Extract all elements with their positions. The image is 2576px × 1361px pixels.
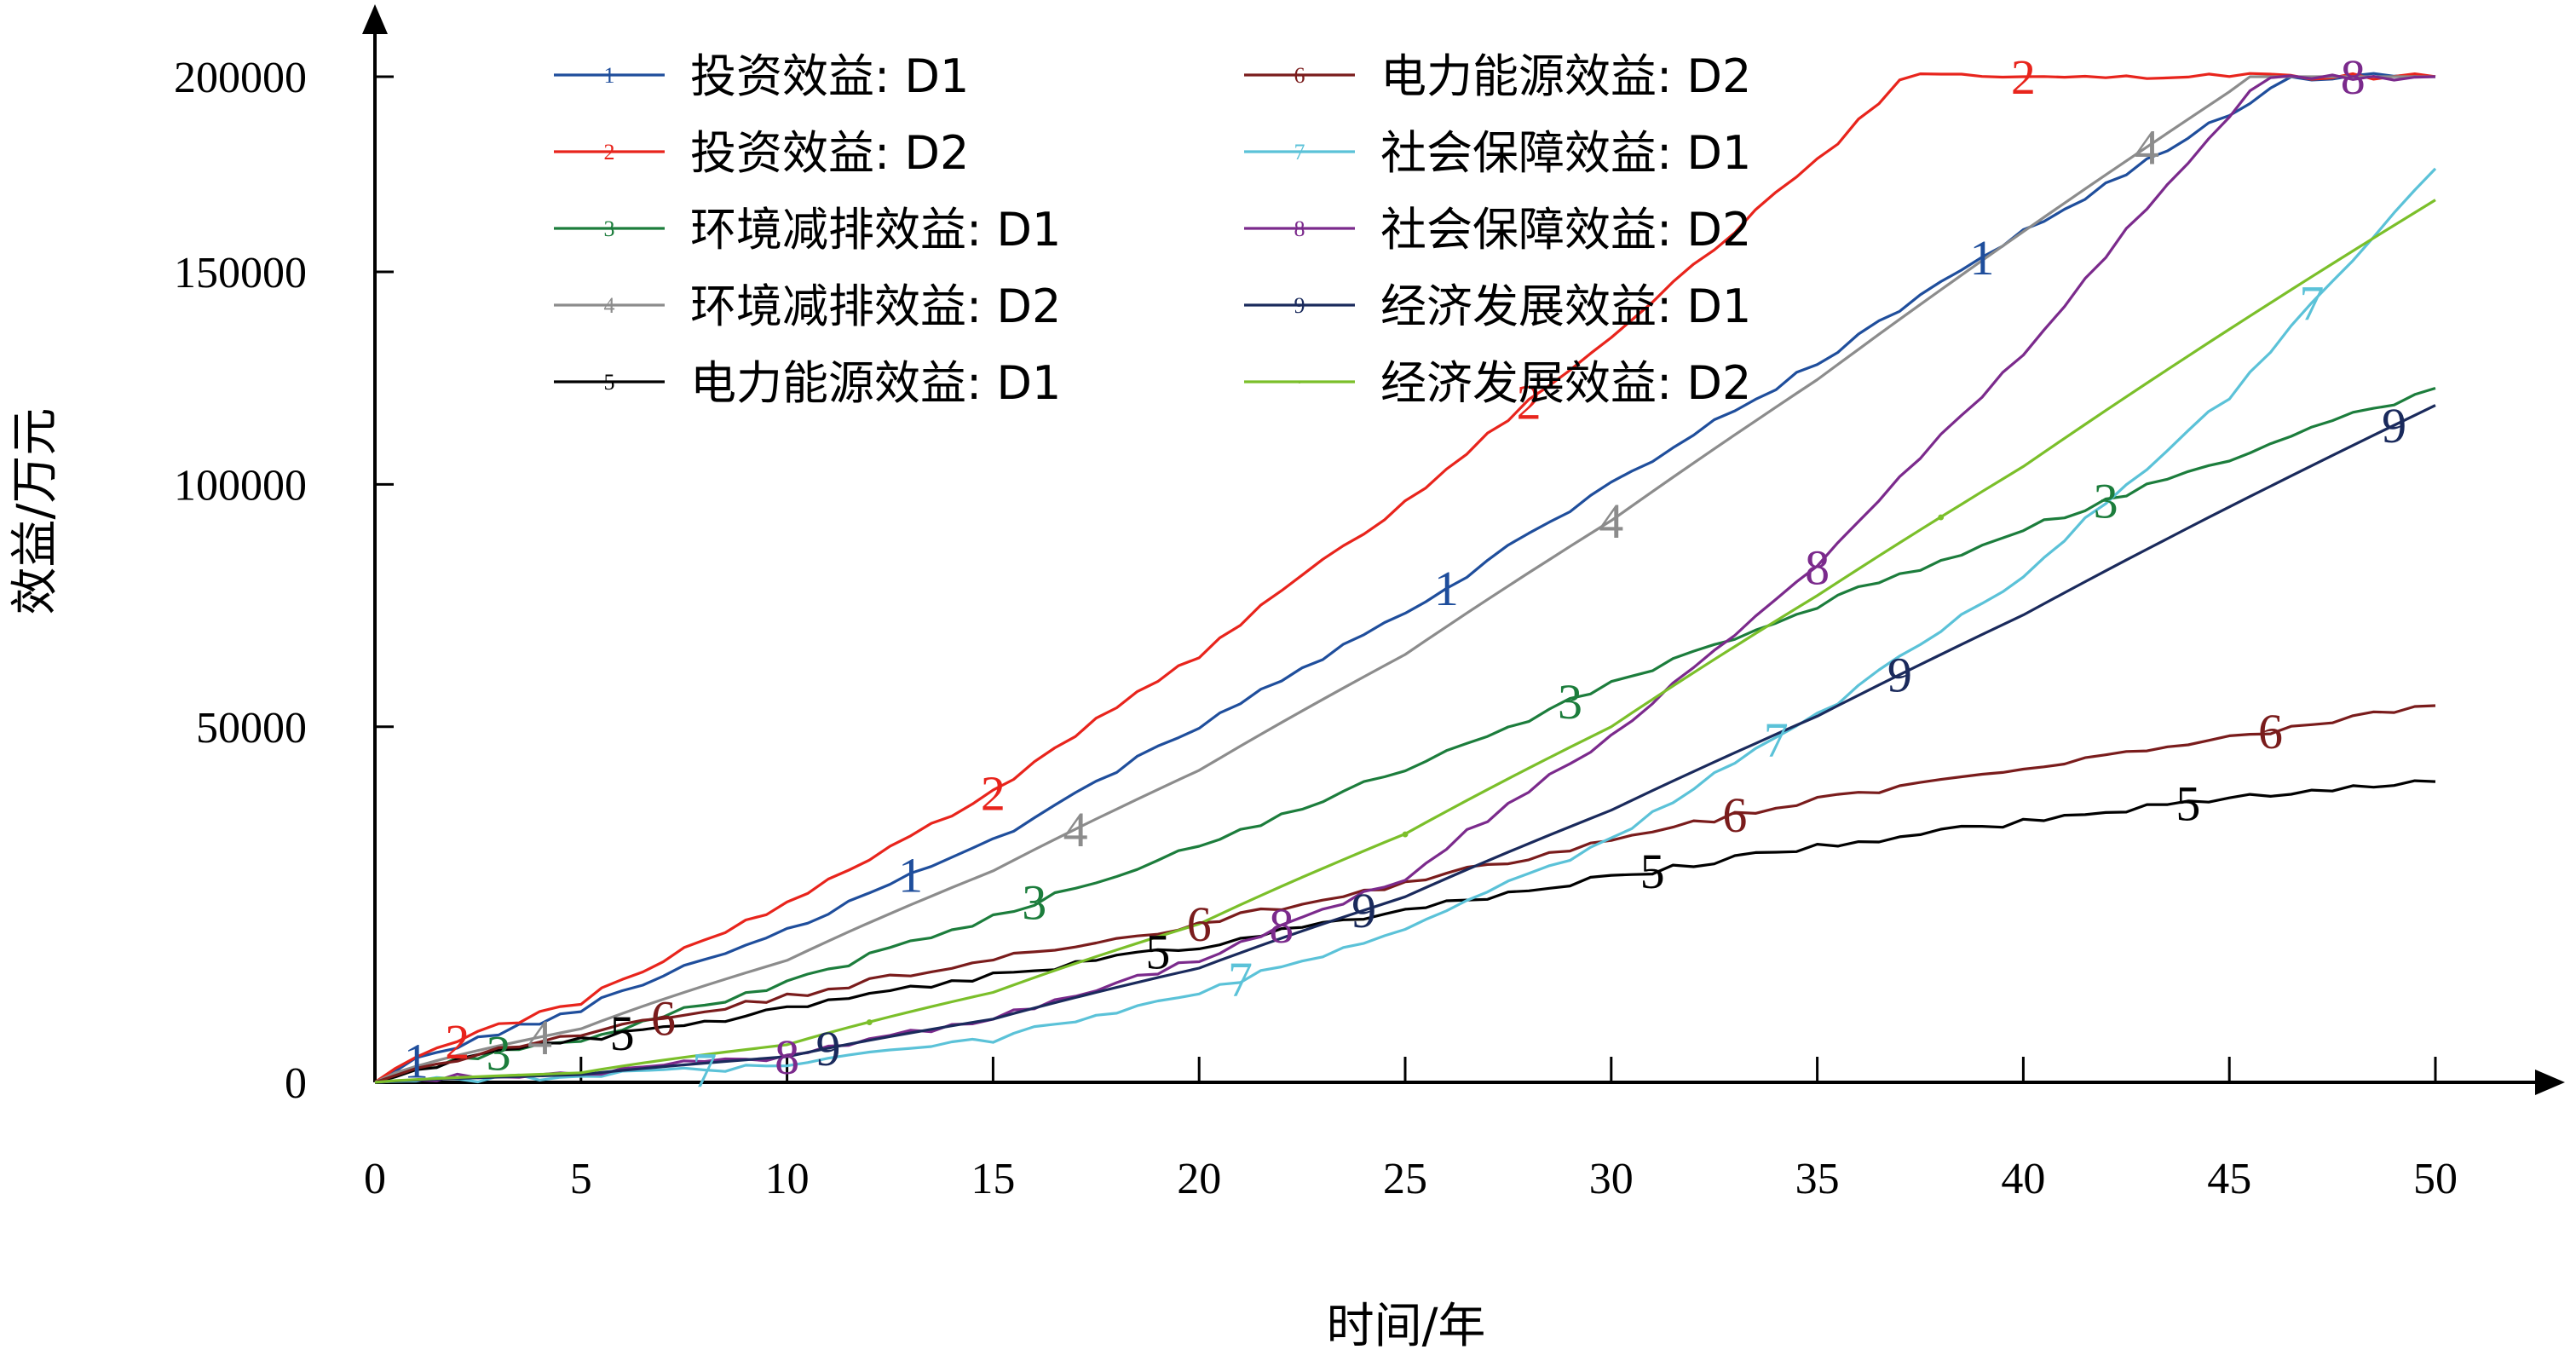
y-tick-label: 0 [285, 1059, 307, 1108]
series-marker-·: · [862, 995, 878, 1050]
x-axis-arrow [2535, 1070, 2565, 1095]
legend-label-9: 经济发展效益: D1 [1380, 280, 1751, 333]
y-tick-label: 50000 [196, 704, 307, 753]
axes: 0 5 10 15 20 25 30 35 40 45 5005000010000015000020… [174, 4, 2565, 1203]
series-marker-3: 3 [2094, 473, 2118, 528]
series-marker-9: 9 [1887, 648, 1912, 703]
x-tick-label: 45 [2207, 1155, 2251, 1203]
series-marker-5: 5 [1145, 924, 1170, 979]
series-marker-1: 1 [404, 1034, 429, 1089]
series-marker-2: 2 [2011, 49, 2036, 105]
legend-marker-·: · [1296, 370, 1304, 395]
series-line-9 [374, 404, 2436, 1084]
legend-marker-6: 6 [1294, 63, 1305, 88]
y-axis-arrow [362, 4, 388, 34]
series-marker-2: 2 [445, 1014, 470, 1070]
series-line-1 [374, 72, 2436, 1084]
series-marker-5: 5 [2175, 776, 2200, 832]
series-line-3 [374, 386, 2436, 1084]
series-marker-1: 1 [898, 847, 923, 903]
series-marker-1: 1 [1434, 561, 1459, 616]
x-tick-label: 30 [1589, 1155, 1634, 1203]
series-marker-6: 6 [1187, 897, 1212, 952]
series-marker-2: 2 [1517, 375, 1542, 430]
legend-label-·: 经济发展效益: D2 [1380, 356, 1751, 410]
legend-label-3: 环境减排效益: D1 [690, 203, 1061, 257]
series-marker-8: 8 [1805, 539, 1830, 595]
series-marker-7: 7 [1228, 952, 1253, 1007]
legend-marker-5: 5 [604, 370, 615, 395]
series-marker-1: 1 [1970, 230, 1995, 285]
legend-label-6: 电力能源效益: D2 [1380, 49, 1751, 103]
series-marker-2: 2 [981, 765, 1006, 821]
series-marker-·: · [1397, 807, 1413, 862]
series-marker-9: 9 [815, 1021, 840, 1076]
x-tick-label: 15 [971, 1155, 1015, 1203]
series-marker-9: 9 [2382, 398, 2406, 453]
y-tick-label: 150000 [174, 249, 307, 297]
legend-label-2: 投资效益: D2 [690, 126, 969, 180]
legend-marker-2: 2 [604, 140, 615, 164]
legend-label-5: 电力能源效益: D1 [690, 356, 1061, 410]
series-marker-5: 5 [610, 1006, 635, 1061]
x-tick-label: 10 [765, 1155, 810, 1203]
y-tick-label: 200000 [174, 54, 307, 102]
x-tick-label: 50 [2413, 1155, 2458, 1203]
series-marker-5: 5 [1640, 844, 1665, 899]
legend-marker-7: 7 [1294, 140, 1305, 164]
series-marker-7: 7 [1764, 712, 1789, 768]
series-marker-·: · [1933, 490, 1949, 545]
series-line-7 [374, 167, 2437, 1084]
series-marker-8: 8 [1269, 898, 1294, 954]
legend-label-8: 社会保障效益: D2 [1380, 203, 1751, 257]
x-tick-label: 25 [1383, 1155, 1427, 1203]
series-line-8 [374, 73, 2436, 1084]
legend-marker-1: 1 [604, 63, 615, 88]
series-marker-7: 7 [692, 1043, 717, 1099]
x-tick-label: 40 [2001, 1155, 2045, 1203]
series-marker-3: 3 [487, 1026, 511, 1081]
series-marker-7: 7 [2299, 275, 2324, 331]
legend-label-7: 社会保障效益: D1 [1380, 126, 1751, 180]
series-line-4 [374, 75, 2435, 1084]
series-marker-4: 4 [2135, 119, 2159, 175]
series-line-5 [374, 779, 2436, 1084]
legend-marker-3: 3 [604, 216, 615, 241]
series-line-· [374, 199, 2436, 1084]
y-axis-title: 效益/万元 [8, 408, 63, 615]
legend-marker-4: 4 [604, 293, 615, 318]
series-lines [374, 72, 2437, 1084]
x-tick-label: 35 [1795, 1155, 1840, 1203]
legend-label-1: 投资效益: D1 [690, 49, 969, 103]
legend-label-4: 环境减排效益: D2 [690, 280, 1061, 333]
x-tick-label: 0 [364, 1155, 386, 1203]
y-tick-label: 100000 [174, 461, 307, 510]
series-marker-9: 9 [1351, 883, 1376, 938]
series-marker-4: 4 [1599, 493, 1623, 549]
series-line-2 [374, 72, 2436, 1084]
x-tick-label: 5 [570, 1155, 592, 1203]
series-marker-6: 6 [651, 991, 676, 1047]
series-marker-4: 4 [527, 1010, 552, 1065]
series-marker-3: 3 [1558, 674, 1582, 730]
series-marker-6: 6 [2258, 704, 2283, 759]
series-marker-8: 8 [775, 1029, 799, 1085]
series-line-6 [374, 704, 2436, 1084]
legend: 1 投资效益: D1 2 投资效益: D2 3 环境减排效益: D1 4 环境减排效益: D2… [554, 49, 1751, 410]
series-marker-6: 6 [1722, 787, 1747, 843]
series-marker-4: 4 [1063, 802, 1088, 857]
x-axis-title: 时间/年 [1327, 1299, 1486, 1354]
series-marker-8: 8 [2341, 49, 2366, 105]
x-tick-label: 20 [1177, 1155, 1221, 1203]
legend-marker-8: 8 [1294, 216, 1305, 241]
series-marker-3: 3 [1022, 875, 1046, 931]
legend-marker-9: 9 [1294, 293, 1305, 318]
